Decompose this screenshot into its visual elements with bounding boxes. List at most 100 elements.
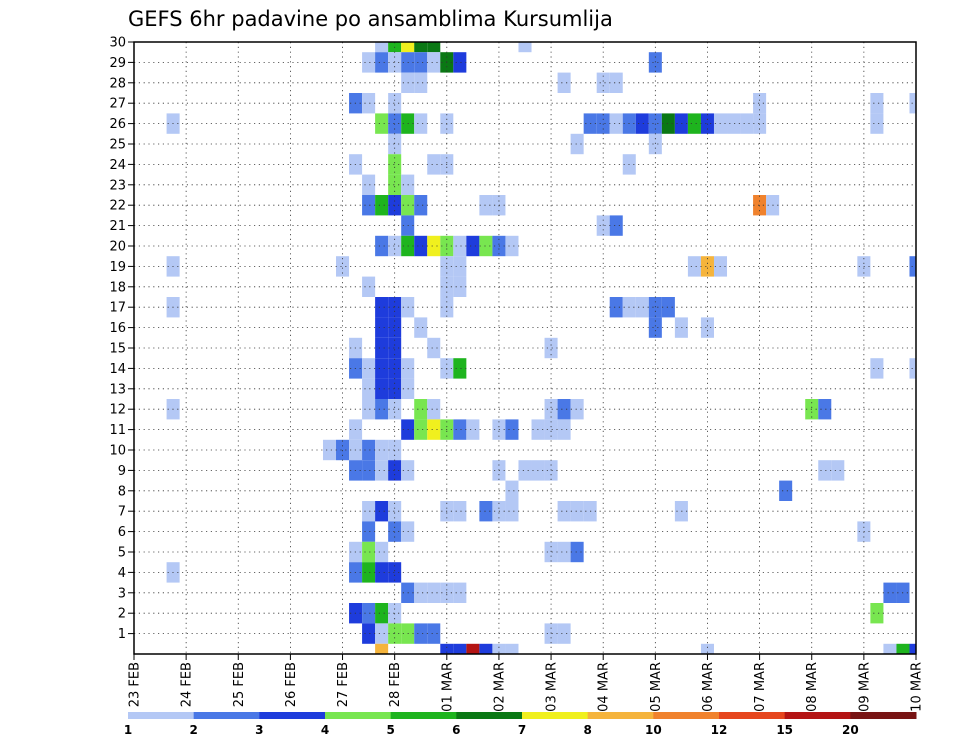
heatmap-cell bbox=[700, 256, 714, 277]
x-tick-label: 08 MAR bbox=[805, 662, 820, 712]
heatmap-cell bbox=[557, 501, 571, 522]
colorbar-label: 20 bbox=[842, 723, 859, 737]
heatmap-cell bbox=[505, 643, 519, 654]
heatmap-cell bbox=[570, 541, 584, 563]
heatmap-cell bbox=[388, 623, 402, 644]
heatmap-cell bbox=[362, 52, 376, 73]
heatmap-cell bbox=[414, 399, 428, 420]
x-tick-label: 27 FEB bbox=[336, 662, 351, 707]
heatmap-cell bbox=[570, 501, 584, 522]
heatmap-cell bbox=[596, 72, 610, 93]
heatmap-cell bbox=[375, 337, 389, 359]
heatmap-cell bbox=[544, 460, 558, 481]
y-tick-label: 14 bbox=[109, 362, 126, 377]
heatmap-cell bbox=[414, 52, 428, 73]
heatmap-cell bbox=[362, 358, 376, 379]
y-tick-label: 9 bbox=[118, 464, 126, 479]
grid-lines bbox=[133, 41, 917, 654]
heatmap-cell bbox=[414, 195, 428, 216]
y-tick-label: 24 bbox=[109, 158, 126, 173]
heatmap-cell bbox=[427, 42, 441, 53]
heatmap-cell bbox=[375, 541, 389, 563]
heatmap-cell bbox=[505, 480, 519, 501]
heatmap-cell bbox=[362, 521, 376, 542]
y-tick-label: 18 bbox=[109, 280, 126, 295]
heatmap-cell bbox=[440, 643, 454, 654]
heatmap-cell bbox=[362, 276, 376, 297]
heatmap-cell bbox=[557, 72, 571, 93]
heatmap-cell bbox=[388, 460, 402, 481]
heatmap-cell bbox=[375, 378, 389, 399]
heatmap-cell bbox=[479, 235, 493, 257]
colorbar-label: 4 bbox=[321, 723, 329, 737]
heatmap-cell bbox=[388, 501, 402, 522]
heatmap-cell bbox=[375, 562, 389, 583]
x-tick-label: 09 MAR bbox=[857, 662, 872, 712]
heatmap-cell bbox=[362, 399, 376, 420]
x-tick-label: 10 MAR bbox=[910, 662, 925, 712]
colorbar-segment bbox=[653, 712, 720, 719]
heatmap-cell bbox=[740, 113, 754, 134]
heatmap-cell bbox=[362, 439, 376, 461]
heatmap-cell bbox=[375, 113, 389, 134]
colorbar-segment bbox=[719, 712, 786, 719]
colorbar-label: 6 bbox=[452, 723, 460, 737]
y-tick-label: 12 bbox=[109, 403, 126, 418]
heatmap-cell bbox=[544, 623, 558, 644]
x-tick-label: 24 FEB bbox=[180, 662, 195, 707]
heatmap-cell bbox=[818, 460, 832, 481]
y-tick-label: 25 bbox=[109, 138, 126, 153]
heatmap-cell bbox=[779, 480, 793, 501]
heatmap-cell bbox=[362, 562, 376, 583]
heatmap-cell bbox=[609, 215, 623, 236]
heatmap-cell bbox=[700, 643, 714, 654]
heatmap-cell bbox=[453, 501, 467, 522]
x-tick-label: 02 MAR bbox=[492, 662, 507, 712]
heatmap-cell bbox=[414, 72, 428, 93]
y-tick-label: 8 bbox=[118, 484, 126, 499]
heatmap-cell bbox=[883, 643, 897, 654]
heatmap-cell bbox=[635, 113, 649, 134]
heatmap-cell bbox=[375, 399, 389, 420]
heatmap-cell bbox=[831, 460, 845, 481]
colorbar-segment bbox=[784, 712, 851, 719]
heatmap-cell bbox=[388, 174, 402, 195]
chart-title: GEFS 6hr padavine po ansamblima Kursumli… bbox=[128, 7, 613, 31]
heatmap-cell bbox=[557, 541, 571, 563]
heatmap-cell bbox=[375, 317, 389, 338]
heatmap-cell bbox=[427, 582, 441, 603]
heatmap-cell bbox=[818, 399, 832, 420]
heatmap-cell bbox=[687, 113, 701, 134]
heatmap-cell bbox=[375, 501, 389, 522]
heatmap-cell bbox=[362, 623, 376, 644]
heatmap-cell bbox=[753, 93, 767, 114]
heatmap-cell bbox=[414, 113, 428, 134]
y-tick-label: 11 bbox=[109, 423, 126, 438]
y-tick-label: 17 bbox=[109, 301, 126, 316]
heatmap-cell bbox=[362, 378, 376, 399]
y-tick-label: 5 bbox=[118, 546, 126, 561]
heatmap-cell bbox=[544, 337, 558, 359]
heatmap-cell bbox=[453, 358, 467, 379]
heatmap-cell bbox=[362, 93, 376, 114]
heatmap-cell bbox=[557, 419, 571, 440]
heatmap-cell bbox=[388, 317, 402, 338]
heatmap-cell bbox=[609, 297, 623, 318]
heatmap-cell bbox=[375, 195, 389, 216]
y-tick-label: 7 bbox=[118, 505, 126, 520]
heatmap-cell bbox=[388, 399, 402, 420]
heatmap-cell bbox=[505, 235, 519, 257]
heatmap-cell bbox=[362, 501, 376, 522]
heatmap-cell bbox=[375, 42, 389, 53]
colorbar-label: 1 bbox=[124, 723, 132, 737]
heatmap-cell bbox=[362, 603, 376, 624]
y-tick-label: 26 bbox=[109, 117, 126, 132]
heatmap-cell bbox=[362, 195, 376, 216]
colorbar-label: 7 bbox=[518, 723, 526, 737]
heatmap-cell bbox=[479, 643, 493, 654]
colorbar-segment bbox=[325, 712, 392, 719]
heatmap-cell bbox=[479, 501, 493, 522]
heatmap-cell bbox=[909, 643, 916, 654]
y-tick-label: 2 bbox=[118, 607, 126, 622]
